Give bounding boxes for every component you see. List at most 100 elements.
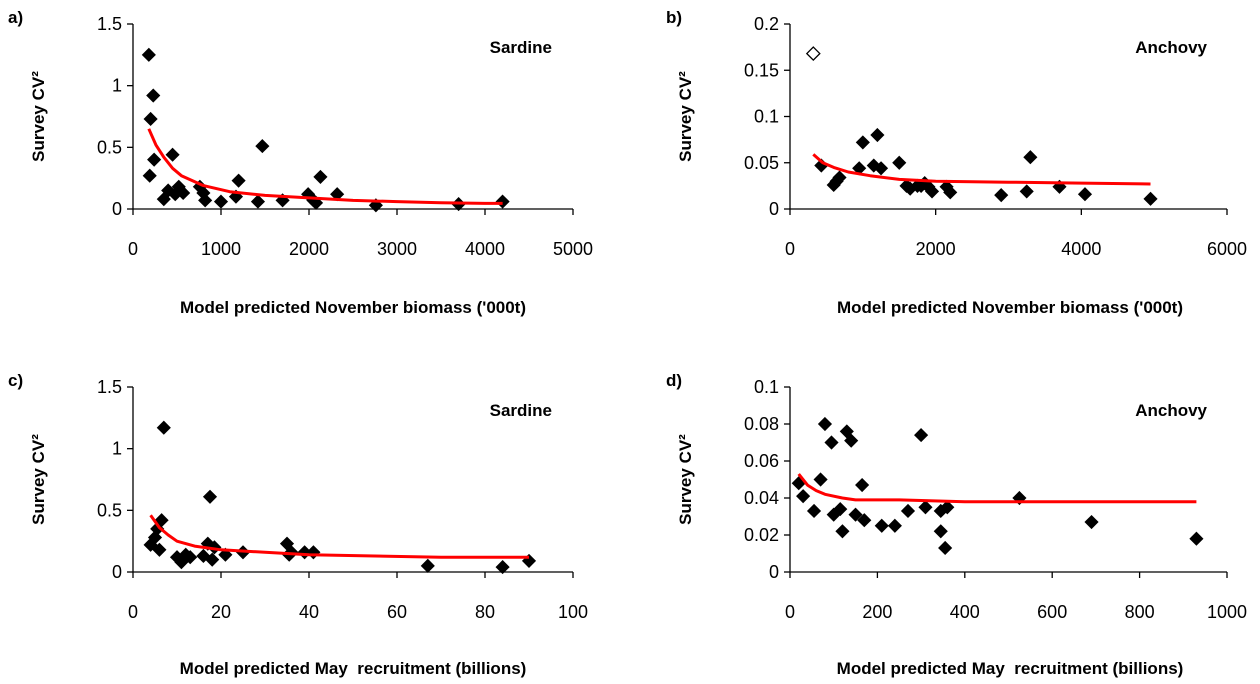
data-point xyxy=(1023,150,1038,165)
data-point xyxy=(1143,191,1158,206)
data-point xyxy=(870,127,885,143)
x-axis-title: Model predicted May recruitment (billion… xyxy=(837,659,1184,678)
data-point xyxy=(176,185,191,201)
y-tick-label: 0.02 xyxy=(744,525,779,545)
y-tick-label: 1.5 xyxy=(97,377,122,397)
fit-line xyxy=(812,153,1151,186)
data-point xyxy=(844,433,859,448)
y-tick-label: 0.15 xyxy=(744,60,779,80)
species-label: Sardine xyxy=(490,401,552,420)
data-point xyxy=(933,524,948,539)
y-tick-label: 0 xyxy=(769,562,779,582)
x-tick-label: 60 xyxy=(387,602,407,622)
data-point xyxy=(839,424,854,439)
data-point xyxy=(938,540,953,556)
x-tick-label: 200 xyxy=(862,602,892,622)
x-axis-title: Model predicted May recruitment (billion… xyxy=(180,659,527,678)
data-point xyxy=(165,147,180,162)
data-point xyxy=(1189,531,1204,546)
x-tick-label: 1000 xyxy=(1207,602,1247,622)
data-point xyxy=(231,173,246,188)
data-point xyxy=(141,47,156,62)
data-point xyxy=(143,111,158,127)
panel-label: d) xyxy=(666,371,682,390)
data-point xyxy=(924,184,940,199)
x-tick-label: 1000 xyxy=(201,239,241,259)
y-tick-label: 0.08 xyxy=(744,414,779,434)
data-point xyxy=(202,489,218,504)
data-point xyxy=(832,170,847,185)
panel-c: 0 0.5 1 1.5 0 20 40 60 80 100 c) Sardine Model predi… xyxy=(8,371,588,678)
data-point xyxy=(873,161,889,176)
fit-line xyxy=(149,514,529,559)
y-tick-label: 1.5 xyxy=(97,14,122,34)
panel-a: 0 0.5 1 1.5 0 1000 2000 3000 4000 5000 a) Sardine Mo… xyxy=(8,8,593,317)
y-tick-label: 0.2 xyxy=(754,14,779,34)
species-label: Sardine xyxy=(490,38,552,57)
x-tick-label: 2000 xyxy=(916,239,956,259)
x-tick-label: 400 xyxy=(950,602,980,622)
data-point xyxy=(848,507,863,522)
panel-label: c) xyxy=(8,371,23,390)
data-point xyxy=(943,185,958,200)
data-point xyxy=(255,139,270,154)
x-tick-label: 800 xyxy=(1125,602,1155,622)
y-tick-label: 0.1 xyxy=(754,107,779,127)
data-point xyxy=(817,416,833,432)
x-tick-label: 4000 xyxy=(1061,239,1101,259)
y-tick-label: 0 xyxy=(112,562,122,582)
y-tick-label: 0.05 xyxy=(744,153,779,173)
data-point xyxy=(154,513,169,528)
x-tick-label: 80 xyxy=(475,602,495,622)
data-point xyxy=(900,503,916,519)
data-point xyxy=(914,428,929,443)
x-tick-label: 0 xyxy=(128,239,138,259)
panel-b: 0 0.05 0.1 0.15 0.2 0 2000 4000 6000 b) Anchovy Mod… xyxy=(666,8,1247,317)
data-point xyxy=(495,560,510,575)
x-tick-label: 5000 xyxy=(553,239,593,259)
data-point xyxy=(887,518,902,533)
y-tick-label: 0 xyxy=(769,199,779,219)
data-point xyxy=(142,168,157,183)
y-tick-label: 0.04 xyxy=(744,488,779,508)
y-tick-label: 1 xyxy=(112,76,122,96)
data-point xyxy=(1077,187,1093,202)
y-axis-title: Survey CV² xyxy=(29,434,48,525)
fit-line xyxy=(797,473,1197,504)
x-tick-label: 0 xyxy=(785,239,795,259)
y-axis-title: Survey CV² xyxy=(676,71,695,162)
data-point xyxy=(1084,514,1099,530)
x-tick-label: 2000 xyxy=(289,239,329,259)
data-point xyxy=(940,500,955,515)
x-tick-label: 600 xyxy=(1037,602,1067,622)
data-point xyxy=(892,155,907,170)
x-axis-title: Model predicted November biomass ('000t) xyxy=(180,298,526,317)
data-point-hollow xyxy=(805,46,821,62)
x-tick-label: 40 xyxy=(299,602,319,622)
x-tick-label: 0 xyxy=(785,602,795,622)
data-point xyxy=(198,193,213,208)
x-tick-label: 3000 xyxy=(377,239,417,259)
data-point xyxy=(183,550,198,565)
y-tick-label: 1 xyxy=(112,439,122,459)
data-point xyxy=(146,88,161,103)
x-tick-label: 4000 xyxy=(465,239,505,259)
panel-label: b) xyxy=(666,8,682,27)
x-tick-label: 6000 xyxy=(1207,239,1247,259)
data-point xyxy=(156,420,171,435)
data-point xyxy=(306,545,321,560)
data-point xyxy=(313,169,328,184)
data-point xyxy=(918,500,933,515)
data-point xyxy=(874,518,889,533)
data-point xyxy=(205,552,220,567)
panel-label: a) xyxy=(8,8,23,27)
panel-d: 0 0.02 0.04 0.06 0.08 0.1 0 200 400 600 800 1000 d) A… xyxy=(666,371,1247,678)
species-label: Anchovy xyxy=(1135,38,1207,57)
y-tick-label: 0.06 xyxy=(744,451,779,471)
fit-line xyxy=(147,128,503,205)
data-point xyxy=(147,152,162,167)
data-point xyxy=(833,502,848,517)
data-point xyxy=(1019,184,1034,199)
y-axis-title: Survey CV² xyxy=(29,71,48,162)
